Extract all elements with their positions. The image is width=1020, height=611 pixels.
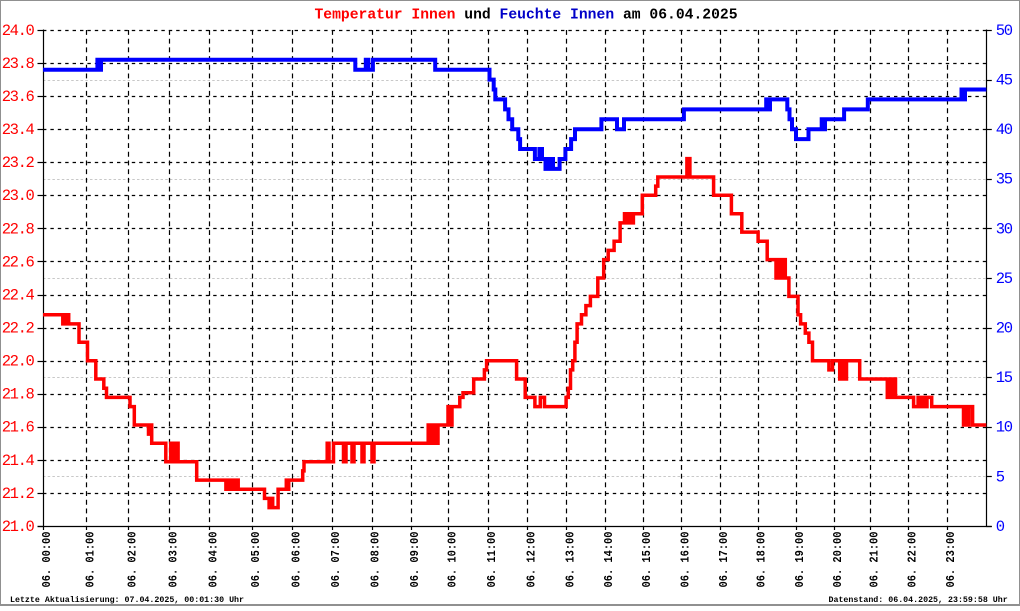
svg-text:06. 14:00: 06. 14:00 (602, 532, 616, 588)
svg-text:06. 16:00: 06. 16:00 (678, 532, 692, 588)
svg-text:30: 30 (996, 220, 1013, 238)
svg-text:06. 07:00: 06. 07:00 (329, 532, 343, 588)
svg-text:22.6: 22.6 (2, 253, 35, 271)
svg-text:21.6: 21.6 (2, 419, 35, 437)
svg-text:23.2: 23.2 (2, 154, 35, 172)
svg-text:15: 15 (996, 369, 1013, 387)
svg-text:06. 20:00: 06. 20:00 (831, 532, 845, 588)
svg-text:45: 45 (996, 72, 1013, 90)
svg-text:06. 08:00: 06. 08:00 (369, 532, 383, 588)
svg-text:06. 13:00: 06. 13:00 (564, 532, 578, 588)
svg-text:06. 19:00: 06. 19:00 (793, 532, 807, 588)
svg-text:24.0: 24.0 (2, 22, 35, 40)
svg-text:06. 15:00: 06. 15:00 (640, 532, 654, 588)
svg-text:35: 35 (996, 171, 1013, 189)
svg-text:21.0: 21.0 (2, 518, 35, 536)
svg-text:Temperatur Innen und Feuchte I: Temperatur Innen und Feuchte Innen am 06… (314, 8, 737, 24)
svg-text:06. 22:00: 06. 22:00 (906, 532, 920, 588)
svg-text:21.4: 21.4 (2, 452, 35, 470)
svg-text:06. 00:00: 06. 00:00 (40, 532, 54, 588)
svg-text:Letzte Aktualisierung: 07.04.2: Letzte Aktualisierung: 07.04.2025, 00:01… (10, 595, 244, 605)
svg-text:20: 20 (996, 320, 1013, 338)
svg-text:23.6: 23.6 (2, 88, 35, 106)
svg-text:40: 40 (996, 121, 1013, 139)
svg-text:50: 50 (996, 22, 1013, 40)
svg-text:06. 09:00: 06. 09:00 (408, 532, 422, 588)
svg-text:06. 23:00: 06. 23:00 (944, 532, 958, 588)
svg-text:22.4: 22.4 (2, 286, 35, 304)
svg-text:22.0: 22.0 (2, 353, 35, 371)
svg-text:23.8: 23.8 (2, 55, 35, 73)
svg-text:06. 18:00: 06. 18:00 (755, 532, 769, 588)
svg-text:25: 25 (996, 270, 1013, 288)
svg-text:06. 02:00: 06. 02:00 (126, 532, 140, 588)
svg-text:5: 5 (996, 468, 1005, 486)
svg-text:06. 17:00: 06. 17:00 (717, 532, 731, 588)
svg-text:21.8: 21.8 (2, 386, 35, 404)
svg-text:23.4: 23.4 (2, 121, 35, 139)
svg-text:06. 05:00: 06. 05:00 (249, 532, 263, 588)
svg-text:06. 11:00: 06. 11:00 (485, 532, 499, 588)
svg-text:22.2: 22.2 (2, 320, 35, 338)
svg-text:06. 06:00: 06. 06:00 (290, 532, 304, 588)
svg-text:Datenstand: 06.04.2025, 23:59:: Datenstand: 06.04.2025, 23:59:58 Uhr (829, 595, 1008, 605)
svg-text:22.8: 22.8 (2, 220, 35, 238)
svg-text:10: 10 (996, 419, 1013, 437)
svg-text:06. 03:00: 06. 03:00 (167, 532, 181, 588)
svg-text:06. 12:00: 06. 12:00 (524, 532, 538, 588)
svg-text:21.2: 21.2 (2, 485, 35, 503)
svg-text:06. 10:00: 06. 10:00 (446, 532, 460, 588)
svg-text:06. 01:00: 06. 01:00 (84, 532, 98, 588)
svg-text:06. 21:00: 06. 21:00 (868, 532, 882, 588)
svg-text:0: 0 (996, 518, 1005, 536)
svg-text:06. 04:00: 06. 04:00 (207, 532, 221, 588)
svg-text:23.0: 23.0 (2, 187, 35, 205)
